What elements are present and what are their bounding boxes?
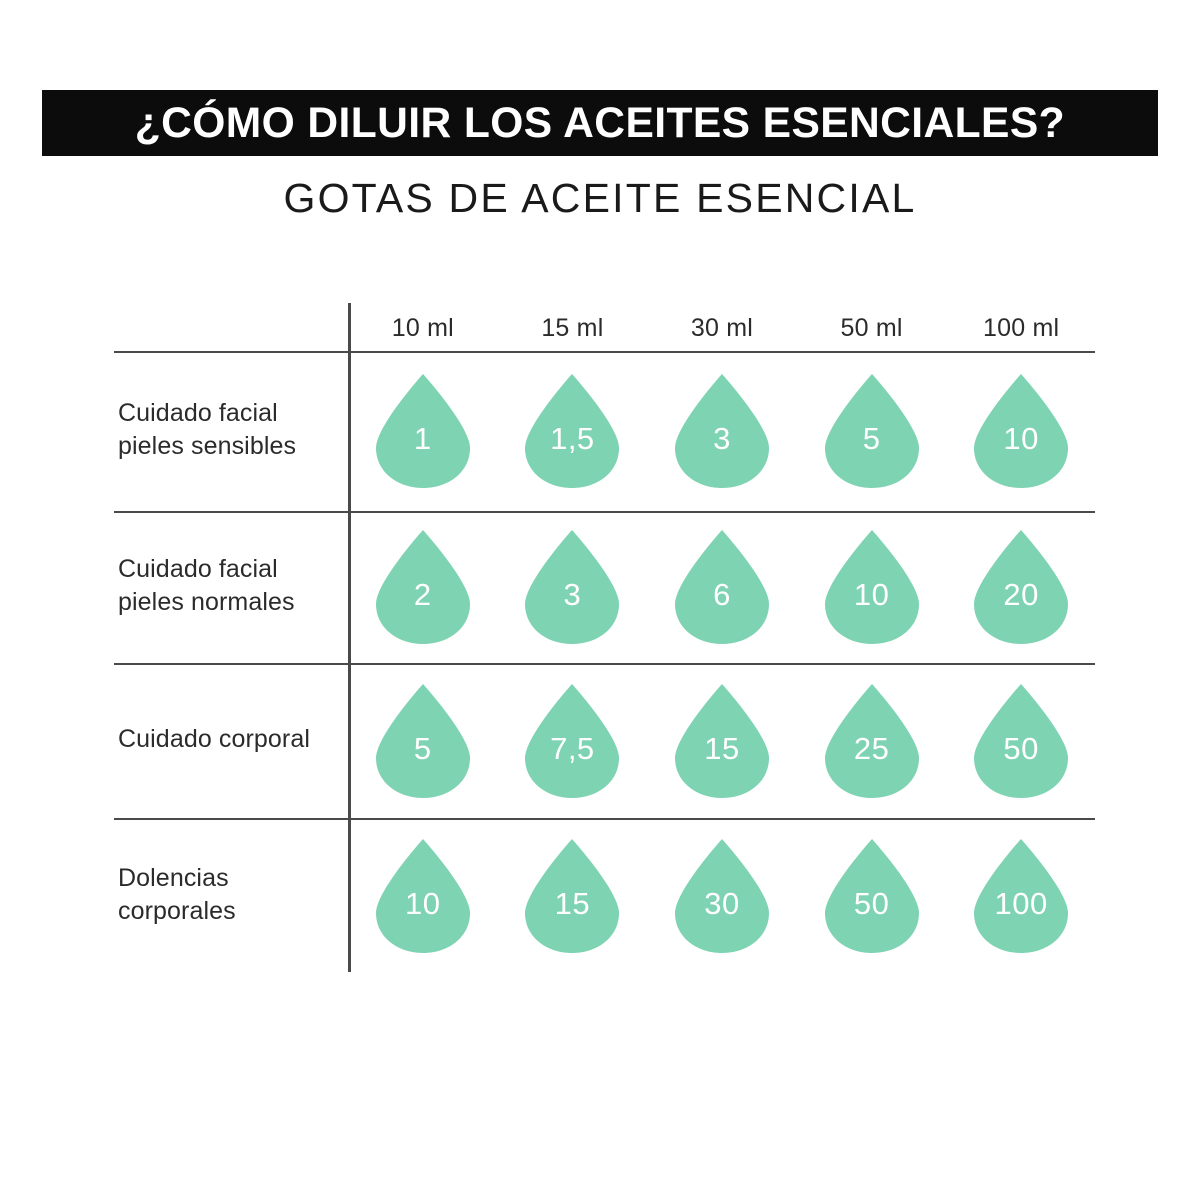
drop-cell: 3 bbox=[647, 372, 797, 490]
droplet-icon: 7,5 bbox=[523, 682, 621, 800]
droplet-value: 1 bbox=[413, 421, 432, 456]
droplet-icon: 3 bbox=[523, 528, 621, 646]
row-droplets: 5 7,5 15 bbox=[348, 663, 1096, 818]
row-divider-1 bbox=[114, 511, 1095, 513]
droplet-value: 5 bbox=[862, 421, 881, 456]
droplet-value: 3 bbox=[563, 577, 582, 612]
header-rule bbox=[114, 351, 1095, 353]
row-label-line-1: Cuidado facial bbox=[118, 399, 278, 427]
row-label-line-1: Cuidado facial bbox=[118, 555, 278, 583]
vertical-divider bbox=[348, 303, 351, 972]
droplet-icon: 2 bbox=[374, 528, 472, 646]
droplet-icon: 10 bbox=[972, 372, 1070, 490]
drop-cell: 3 bbox=[498, 528, 648, 646]
table-row: Cuidado corporal 5 7,5 bbox=[0, 663, 1200, 818]
droplet-value: 3 bbox=[713, 421, 731, 456]
row-label-line-2: corporales bbox=[118, 897, 236, 925]
drop-cell: 7,5 bbox=[498, 682, 648, 800]
page-subtitle: GOTAS DE ACEITE ESENCIAL bbox=[283, 175, 917, 221]
drop-cell: 50 bbox=[797, 837, 947, 955]
column-header-50ml: 50 ml bbox=[840, 314, 903, 342]
droplet-icon: 20 bbox=[972, 528, 1070, 646]
droplet-value: 30 bbox=[704, 885, 740, 921]
droplet-value: 25 bbox=[853, 730, 890, 766]
droplet-icon: 100 bbox=[972, 837, 1070, 955]
droplet-value: 10 bbox=[853, 577, 890, 612]
table-row: Cuidado facial pieles normales 2 3 bbox=[0, 511, 1200, 663]
droplet-icon: 25 bbox=[823, 682, 921, 800]
droplet-icon: 50 bbox=[972, 682, 1070, 800]
title-banner: ¿CÓMO DILUIR LOS ACEITES ESENCIALES? bbox=[42, 90, 1158, 156]
droplet-icon: 5 bbox=[374, 682, 472, 800]
droplet-value: 6 bbox=[713, 577, 731, 612]
droplet-value: 10 bbox=[405, 885, 441, 921]
row-droplets: 1 1,5 3 bbox=[348, 351, 1096, 511]
drop-cell: 1,5 bbox=[498, 372, 648, 490]
drop-cell: 10 bbox=[946, 372, 1096, 490]
droplet-value: 15 bbox=[554, 885, 591, 921]
column-header-30ml: 30 ml bbox=[690, 314, 754, 342]
page-title: ¿CÓMO DILUIR LOS ACEITES ESENCIALES? bbox=[134, 98, 1066, 147]
drop-cell: 30 bbox=[647, 837, 797, 955]
droplet-icon: 10 bbox=[823, 528, 921, 646]
droplet-value: 10 bbox=[1003, 421, 1039, 456]
row-label-line-1: Cuidado corporal bbox=[118, 725, 310, 753]
column-header-row: 10 ml 15 ml 30 ml 50 ml 100 ml bbox=[348, 306, 1096, 351]
droplet-value: 5 bbox=[413, 730, 432, 766]
column-header-15ml: 15 ml bbox=[541, 314, 604, 342]
drop-cell: 10 bbox=[348, 837, 498, 955]
droplet-value: 50 bbox=[853, 885, 890, 921]
droplet-value: 7,5 bbox=[550, 730, 595, 766]
drop-cell: 6 bbox=[647, 528, 797, 646]
row-label-line-2: pieles normales bbox=[118, 588, 295, 616]
droplet-icon: 15 bbox=[673, 682, 771, 800]
droplet-icon: 30 bbox=[673, 837, 771, 955]
droplet-icon: 50 bbox=[823, 837, 921, 955]
drop-cell: 20 bbox=[946, 528, 1096, 646]
row-divider-2 bbox=[114, 663, 1095, 665]
row-droplets: 2 3 6 bbox=[348, 511, 1096, 663]
droplet-value: 50 bbox=[1003, 730, 1039, 766]
droplet-icon: 15 bbox=[523, 837, 621, 955]
row-label-line-2: pieles sensibles bbox=[118, 432, 297, 460]
table-row: Dolencias corporales 10 15 bbox=[0, 818, 1200, 973]
droplet-value: 20 bbox=[1003, 577, 1039, 612]
row-label-facial-sensible: Cuidado facial pieles sensibles bbox=[118, 397, 344, 463]
drop-cell: 100 bbox=[946, 837, 1096, 955]
row-divider-3 bbox=[114, 818, 1095, 820]
drop-cell: 5 bbox=[797, 372, 947, 490]
row-label-line-1: Dolencias bbox=[118, 864, 229, 892]
table-row: Cuidado facial pieles sensibles 1 1,5 bbox=[0, 351, 1200, 511]
drop-cell: 50 bbox=[946, 682, 1096, 800]
droplet-icon: 6 bbox=[673, 528, 771, 646]
row-label-facial-normal: Cuidado facial pieles normales bbox=[118, 553, 344, 619]
row-label-dolencias: Dolencias corporales bbox=[118, 862, 344, 928]
droplet-icon: 5 bbox=[823, 372, 921, 490]
drop-cell: 1 bbox=[348, 372, 498, 490]
column-header-10ml: 10 ml bbox=[391, 314, 454, 342]
drop-cell: 5 bbox=[348, 682, 498, 800]
drop-cell: 10 bbox=[797, 528, 947, 646]
drop-cell: 2 bbox=[348, 528, 498, 646]
row-label-corporal: Cuidado corporal bbox=[118, 723, 344, 756]
drop-cell: 25 bbox=[797, 682, 947, 800]
droplet-icon: 3 bbox=[673, 372, 771, 490]
droplet-value: 1,5 bbox=[550, 421, 595, 456]
droplet-value: 2 bbox=[413, 577, 432, 612]
drop-cell: 15 bbox=[647, 682, 797, 800]
row-droplets: 10 15 30 bbox=[348, 818, 1096, 973]
column-header-100ml: 100 ml bbox=[983, 314, 1060, 342]
droplet-value: 100 bbox=[994, 885, 1048, 921]
droplet-icon: 1 bbox=[374, 372, 472, 490]
drop-cell: 15 bbox=[498, 837, 648, 955]
droplet-icon: 1,5 bbox=[523, 372, 621, 490]
droplet-icon: 10 bbox=[374, 837, 472, 955]
droplet-value: 15 bbox=[704, 730, 740, 766]
